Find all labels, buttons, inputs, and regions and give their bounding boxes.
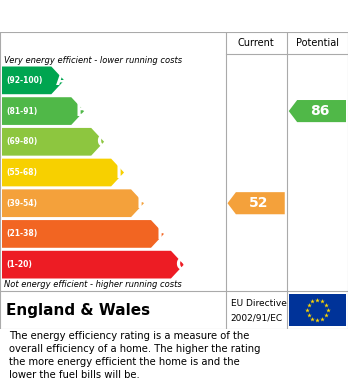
Text: England & Wales: England & Wales	[6, 303, 150, 317]
Text: (69-80): (69-80)	[6, 137, 37, 146]
Polygon shape	[228, 192, 285, 214]
Polygon shape	[2, 251, 184, 278]
Text: (21-38): (21-38)	[6, 230, 37, 239]
Text: Potential: Potential	[296, 38, 339, 48]
Text: (92-100): (92-100)	[6, 76, 42, 85]
Text: Current: Current	[238, 38, 275, 48]
Text: 86: 86	[310, 104, 329, 118]
Text: Very energy efficient - lower running costs: Very energy efficient - lower running co…	[4, 56, 182, 65]
Polygon shape	[2, 97, 84, 125]
Polygon shape	[2, 128, 104, 156]
Text: EU Directive: EU Directive	[230, 299, 286, 308]
Text: The energy efficiency rating is a measure of the
overall efficiency of a home. T: The energy efficiency rating is a measur…	[9, 331, 260, 380]
Text: Energy Efficiency Rating: Energy Efficiency Rating	[9, 9, 211, 23]
Text: (1-20): (1-20)	[6, 260, 32, 269]
Polygon shape	[2, 159, 124, 187]
Bar	[289, 294, 346, 326]
Text: 2002/91/EC: 2002/91/EC	[230, 314, 283, 323]
Polygon shape	[2, 189, 144, 217]
Polygon shape	[2, 220, 164, 248]
Text: E: E	[136, 194, 148, 212]
Text: (39-54): (39-54)	[6, 199, 37, 208]
Text: (81-91): (81-91)	[6, 107, 37, 116]
Text: C: C	[96, 133, 108, 151]
Text: G: G	[175, 256, 189, 274]
Text: B: B	[76, 102, 88, 120]
Text: Not energy efficient - higher running costs: Not energy efficient - higher running co…	[4, 280, 182, 289]
Text: A: A	[56, 71, 69, 90]
Polygon shape	[289, 100, 346, 122]
Text: D: D	[115, 163, 129, 181]
Polygon shape	[2, 66, 64, 94]
Text: F: F	[156, 225, 168, 243]
Text: (55-68): (55-68)	[6, 168, 37, 177]
Text: 52: 52	[248, 196, 268, 210]
